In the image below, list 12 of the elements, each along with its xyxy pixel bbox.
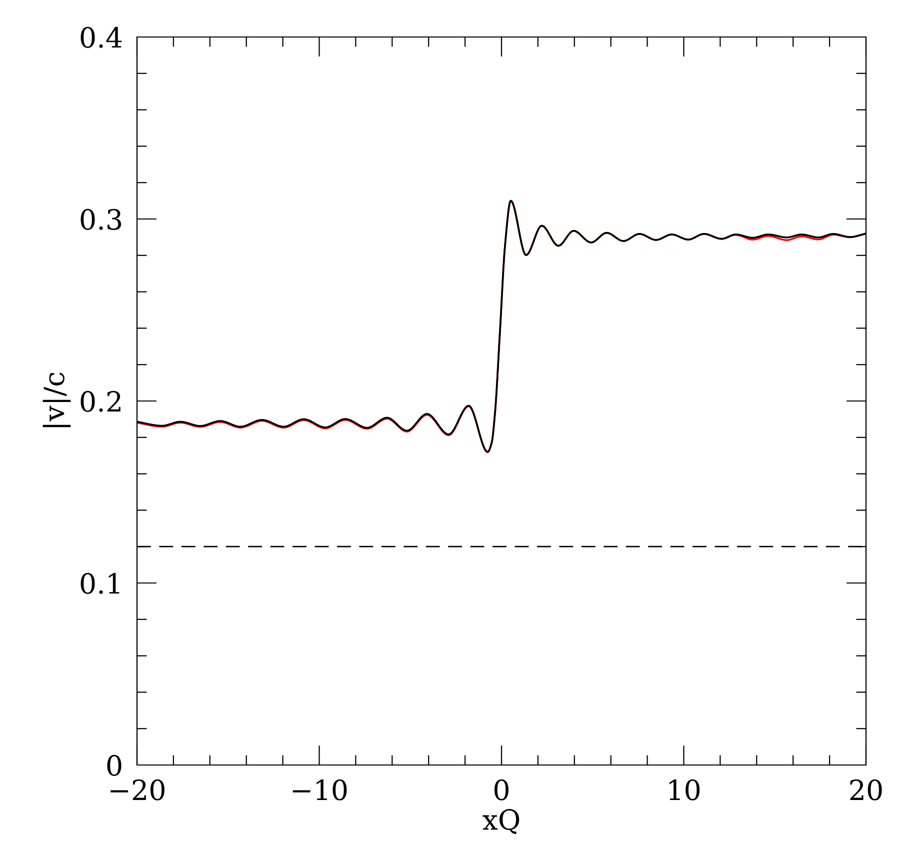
y-tick-label: 0 <box>107 754 122 776</box>
x-tick-label: 0 <box>494 779 508 800</box>
x-tick-label: 20 <box>850 779 882 800</box>
x-tick-label: −20 <box>110 779 164 800</box>
y-axis-title: |v|/c <box>42 372 71 428</box>
y-tick-label: 0.2 <box>80 390 120 412</box>
y-tick-label: 0.4 <box>80 26 122 48</box>
x-tick-label: −10 <box>292 779 347 800</box>
x-tick-label: 10 <box>669 779 700 800</box>
y-tick-label: 0.1 <box>80 572 120 594</box>
y-tick-label: 0.3 <box>80 208 122 230</box>
x-axis-title: xQ <box>482 809 520 834</box>
